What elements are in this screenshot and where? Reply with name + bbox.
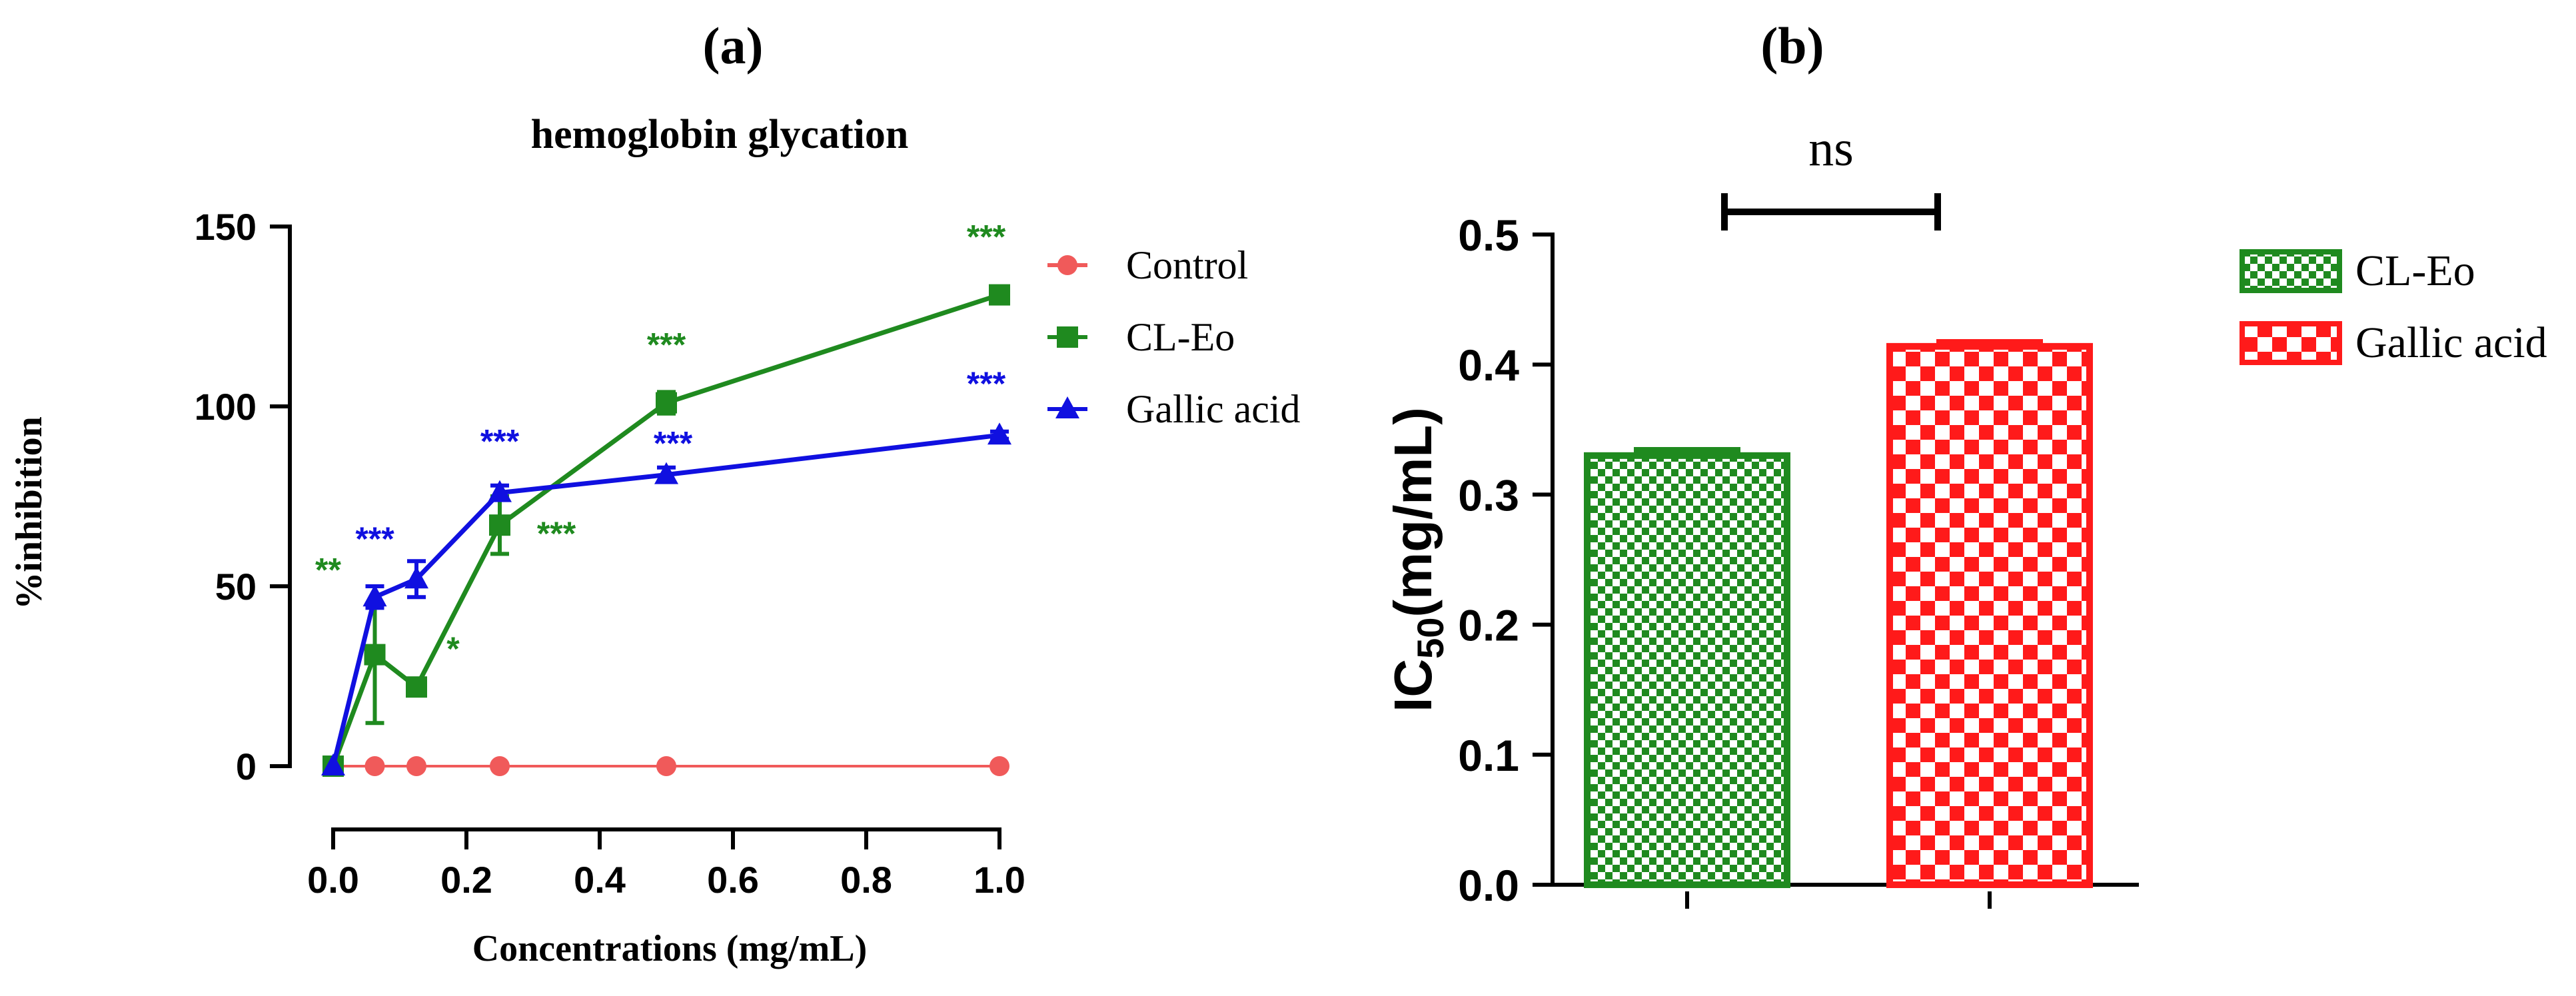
data-point [362,584,387,607]
panel-a-label: (a) [703,17,764,75]
data-point [989,756,1009,776]
panel-a-title: hemoglobin glycation [531,112,909,157]
significance-label: *** [480,423,520,460]
data-point [490,756,510,776]
legend-marker [1055,396,1079,418]
series-line [330,432,1000,767]
legend-label: CL-Eo [1126,315,1235,359]
series-cl-eo: ************ [315,219,1010,777]
series-gallic-acid: *** *** *** *** [321,365,1011,775]
significance-label: *** [654,425,693,462]
panel-a-xlabel: Concentrations (mg/mL) [472,928,868,969]
panel-b-ylabel-main: IC [1383,659,1443,712]
data-point [364,756,385,776]
series-line [330,292,1001,767]
panel-b-plot: ns [1584,121,2093,888]
panel-a-legend: Control CL-Eo Gallic acid [1047,243,1301,431]
significance-label: * [446,630,460,668]
y-tick-label: 0.3 [1458,470,1519,520]
series-control [323,756,1009,776]
significance-label: ** [315,552,341,589]
x-tick-label: 0.8 [840,859,892,901]
x-tick-label: 0.2 [440,859,492,901]
bar-cl-eo [1584,447,1790,888]
legend-label: Gallic acid [2355,318,2547,367]
y-tick-label: 0 [236,746,257,787]
y-tick-label: 50 [215,566,257,608]
data-point [489,514,510,536]
significance-bracket: ns [1721,121,1941,231]
panel-b-ylabel-sub: 50 [1409,618,1451,659]
bar [1886,342,2093,888]
x-tick-label: 0.4 [574,859,626,901]
legend-label: Control [1126,243,1248,287]
y-tick-label: 100 [195,386,257,428]
panel-a-ylabel: %inhibition [9,416,50,609]
data-point [987,422,1011,445]
significance-label: *** [537,515,576,552]
bar [1584,452,1790,888]
legend-swatch [2240,321,2342,365]
data-point [404,566,428,589]
legend-marker [1057,255,1077,275]
legend-label: CL-Eo [2355,247,2475,295]
legend-label: Gallic acid [1126,387,1301,431]
data-point [406,756,426,776]
data-point [654,462,678,484]
y-tick-label: 0.2 [1458,601,1519,650]
x-tick-label: 1.0 [973,859,1025,901]
data-point [989,284,1010,306]
y-tick-label: 150 [195,206,257,248]
data-point [488,480,512,502]
panel-b-label: (b) [1760,17,1824,75]
significance-label: *** [647,326,686,364]
data-point [364,644,386,666]
panel-a-axes: 0 50 100 150 0.0 0.2 0.4 0.6 0.8 1.0 [195,206,1025,901]
significance-label: *** [967,219,1006,256]
significance-label: ns [1808,121,1854,177]
x-tick-label: 0.0 [307,859,359,901]
data-point [406,676,427,698]
bar-gallic-acid [1886,339,2093,888]
x-tick-label: 0.6 [707,859,759,901]
data-point [656,392,677,414]
panel-a-plot: ****************** ****** [315,219,1011,777]
panel-b-ylabel: IC50(mg/mL) [1383,407,1451,712]
y-tick-label: 0.4 [1458,340,1519,390]
significance-label: *** [967,365,1006,402]
data-point [656,756,676,776]
data-point [321,753,345,775]
y-tick-label: 0.1 [1458,731,1519,780]
y-tick-label: 0.5 [1458,211,1519,260]
legend-marker [1057,326,1078,348]
y-tick-label: 0.0 [1458,861,1519,910]
significance-label: *** [355,520,394,558]
panel-b-ylabel-rest: (mg/mL) [1383,407,1443,618]
panel-b-legend: CL-Eo Gallic acid [2240,247,2547,367]
legend-swatch [2240,249,2342,293]
